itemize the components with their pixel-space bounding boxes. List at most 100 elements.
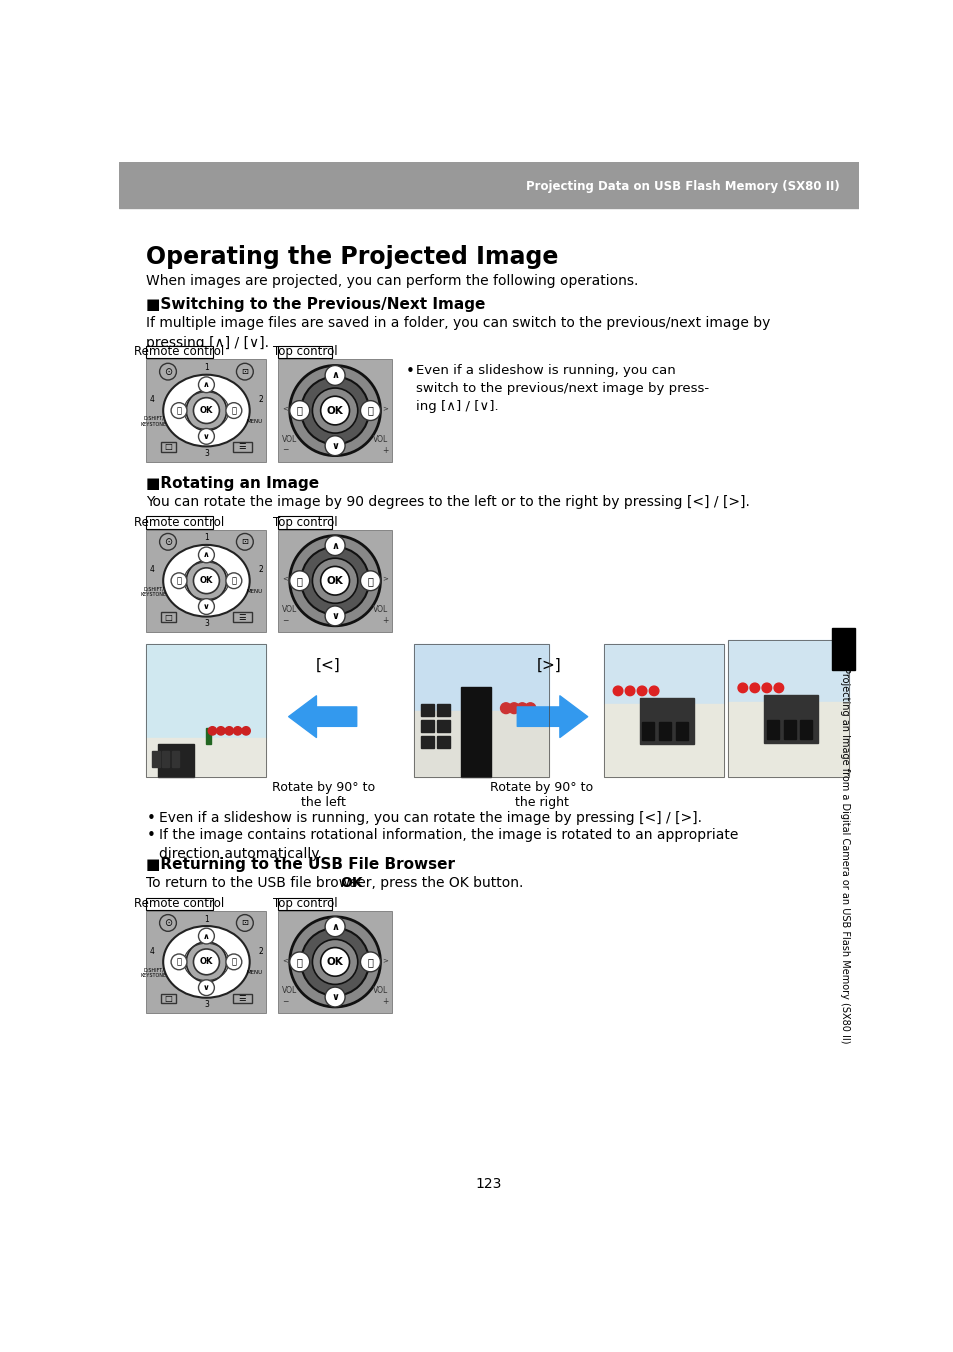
- Text: ∧: ∧: [203, 380, 210, 389]
- Circle shape: [171, 955, 187, 969]
- FancyBboxPatch shape: [146, 898, 213, 910]
- Text: OK: OK: [339, 876, 362, 890]
- Text: D.SHIFT/
KEYSTONE: D.SHIFT/ KEYSTONE: [140, 585, 167, 596]
- Ellipse shape: [163, 926, 250, 998]
- Text: 3: 3: [204, 619, 209, 629]
- Bar: [639, 698, 693, 744]
- Circle shape: [171, 573, 187, 588]
- Bar: [146, 645, 266, 737]
- Text: ⊙: ⊙: [164, 918, 172, 927]
- Text: ∧: ∧: [203, 932, 210, 941]
- Text: □: □: [164, 612, 172, 622]
- Circle shape: [290, 400, 310, 420]
- Bar: [161, 612, 176, 622]
- Text: Top control: Top control: [273, 345, 337, 358]
- Text: VOL
+: VOL +: [373, 987, 388, 1006]
- Text: VOL
+: VOL +: [373, 435, 388, 454]
- Bar: [659, 722, 670, 740]
- Bar: [162, 750, 169, 767]
- Text: 3: 3: [204, 1000, 209, 1009]
- Bar: [460, 687, 491, 777]
- Text: [>]: [>]: [537, 657, 561, 672]
- Bar: [206, 729, 211, 744]
- Circle shape: [637, 685, 646, 696]
- Text: OK: OK: [326, 957, 343, 967]
- Text: <: <: [282, 576, 288, 581]
- Circle shape: [226, 955, 241, 969]
- Text: •: •: [406, 364, 415, 379]
- Text: D.SHIFT/
KEYSTONE: D.SHIFT/ KEYSTONE: [140, 416, 167, 427]
- Circle shape: [193, 568, 219, 594]
- Bar: [414, 711, 549, 777]
- Bar: [766, 719, 778, 740]
- Text: ∧: ∧: [331, 922, 338, 932]
- Text: 〈: 〈: [176, 576, 181, 585]
- Text: ∧: ∧: [331, 370, 338, 380]
- Text: 〈: 〈: [296, 406, 302, 415]
- Bar: [728, 702, 847, 777]
- Circle shape: [186, 942, 227, 982]
- Text: OK: OK: [326, 576, 343, 585]
- FancyArrowPatch shape: [517, 696, 587, 737]
- FancyBboxPatch shape: [278, 898, 332, 910]
- Circle shape: [508, 703, 519, 714]
- Text: 4: 4: [150, 565, 154, 575]
- Circle shape: [738, 683, 747, 692]
- FancyBboxPatch shape: [146, 516, 213, 529]
- Text: OK: OK: [199, 406, 213, 415]
- Circle shape: [186, 561, 227, 600]
- Text: 2: 2: [258, 565, 263, 575]
- Circle shape: [773, 683, 782, 692]
- Text: >: >: [382, 406, 388, 411]
- Circle shape: [242, 726, 250, 735]
- Circle shape: [159, 364, 176, 380]
- Circle shape: [360, 400, 380, 420]
- Circle shape: [198, 599, 214, 614]
- Circle shape: [159, 534, 176, 550]
- Text: ■Returning to the USB File Browser: ■Returning to the USB File Browser: [146, 857, 455, 872]
- Bar: [728, 639, 847, 777]
- Circle shape: [320, 396, 349, 425]
- Text: Remote control: Remote control: [134, 516, 224, 529]
- Text: OK: OK: [326, 406, 343, 415]
- Text: Top control: Top control: [273, 898, 337, 910]
- Text: <: <: [282, 406, 288, 411]
- Text: 〉: 〉: [232, 576, 236, 585]
- Bar: [233, 442, 252, 452]
- Bar: [800, 719, 812, 740]
- Text: □: □: [164, 442, 172, 452]
- Text: ⊡: ⊡: [241, 368, 248, 376]
- Text: Rotate by 90° to
the left: Rotate by 90° to the left: [272, 780, 375, 808]
- Circle shape: [325, 535, 345, 556]
- Text: 〉: 〉: [232, 957, 236, 967]
- Text: OK: OK: [199, 576, 213, 585]
- Text: 1: 1: [204, 914, 209, 923]
- Text: ∨: ∨: [203, 602, 210, 611]
- Text: ☰: ☰: [238, 612, 246, 622]
- Circle shape: [290, 535, 380, 626]
- Bar: [161, 994, 176, 1003]
- Circle shape: [761, 683, 771, 692]
- Circle shape: [186, 391, 227, 431]
- Bar: [831, 629, 855, 671]
- Text: ■Rotating an Image: ■Rotating an Image: [146, 476, 319, 491]
- Bar: [414, 645, 549, 711]
- Circle shape: [290, 952, 310, 972]
- Bar: [146, 360, 266, 462]
- Text: ☰: ☰: [238, 994, 246, 1003]
- Circle shape: [517, 703, 527, 714]
- Text: To return to the USB file browser, press the OK button.: To return to the USB file browser, press…: [146, 876, 523, 890]
- Circle shape: [524, 703, 536, 714]
- Circle shape: [500, 703, 511, 714]
- Circle shape: [301, 548, 369, 615]
- Text: •: •: [146, 829, 155, 844]
- Text: 〈: 〈: [176, 957, 181, 967]
- Text: 〉: 〉: [367, 406, 373, 415]
- Circle shape: [226, 403, 241, 419]
- FancyBboxPatch shape: [278, 516, 332, 529]
- Circle shape: [236, 534, 253, 550]
- Text: VOL
−: VOL −: [282, 606, 297, 625]
- Bar: [420, 721, 434, 733]
- Circle shape: [320, 948, 349, 976]
- Circle shape: [198, 429, 214, 445]
